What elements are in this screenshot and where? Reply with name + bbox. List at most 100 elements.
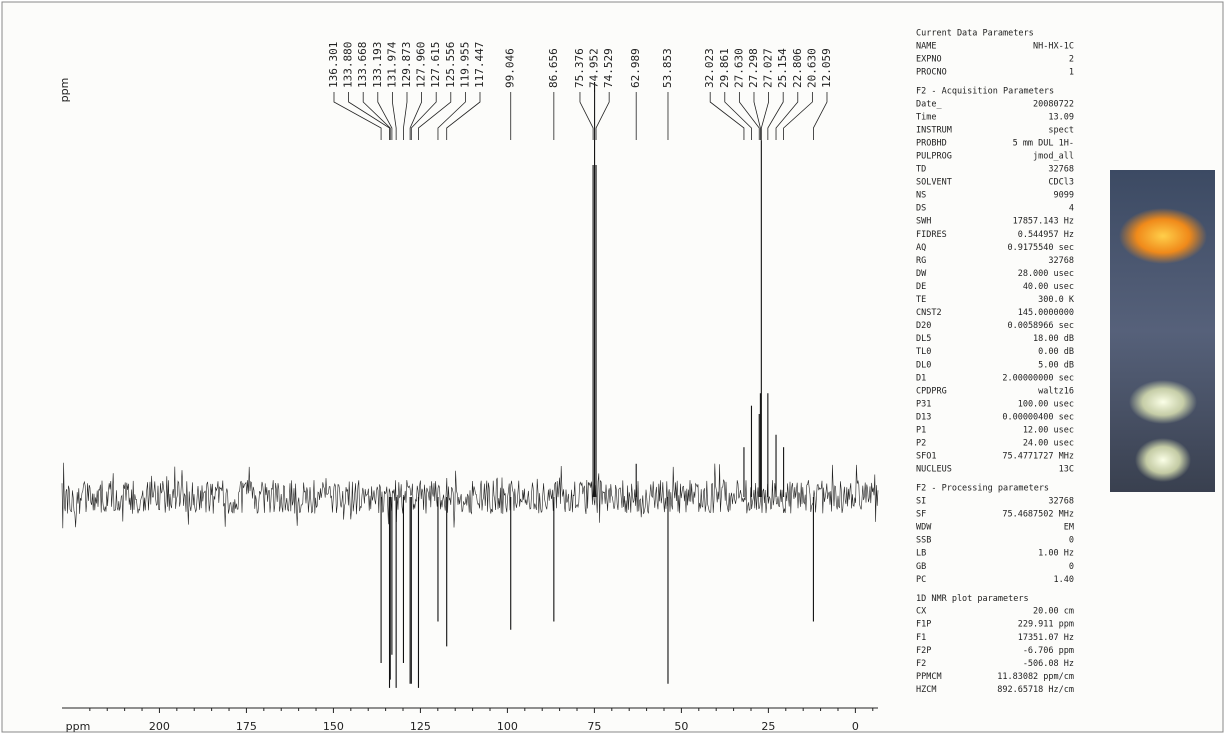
param-name: SFO1: [916, 452, 936, 462]
param-section-title: F2 - Acquisition Parameters: [916, 86, 1054, 96]
param-name: F1: [916, 633, 926, 643]
param-value: 2: [1069, 54, 1074, 64]
peak-label: 20.630: [805, 48, 818, 88]
peak-label: 27.298: [747, 48, 760, 88]
peak-label: 133.668: [356, 42, 369, 88]
x-tick-label: 75: [587, 720, 601, 733]
param-name: D1: [916, 373, 926, 383]
param-value: 0.0058966 sec: [1007, 321, 1074, 331]
param-value: 32768: [1048, 497, 1074, 507]
param-name: DL0: [916, 360, 931, 370]
param-value: 75.4771727 MHz: [1002, 452, 1074, 462]
param-name: SF: [916, 510, 926, 520]
param-value: NH-HX-1C: [1033, 41, 1074, 51]
param-value: 892.65718 Hz/cm: [997, 685, 1074, 695]
tlc-plate: [1110, 170, 1215, 492]
param-name: PPMCM: [916, 672, 942, 682]
param-name: Time: [916, 112, 936, 122]
peak-label: 12.059: [820, 48, 833, 88]
peak-label: 27.630: [732, 48, 745, 88]
param-value: spect: [1048, 125, 1074, 135]
param-value: 5 mm DUL 1H-: [1013, 138, 1074, 148]
param-value: 0.00000400 sec: [1002, 412, 1074, 422]
peak-label: 119.955: [458, 42, 471, 88]
param-name: TE: [916, 295, 926, 305]
peak-label: 86.656: [547, 48, 560, 88]
param-name: GB: [916, 562, 926, 572]
param-value: 20.00 cm: [1033, 607, 1074, 617]
x-tick-label: 175: [236, 720, 257, 733]
param-value: 1.40: [1054, 575, 1074, 585]
param-value: 17857.143 Hz: [1013, 217, 1074, 227]
param-name: SOLVENT: [916, 178, 952, 188]
peak-label: 75.376: [573, 48, 586, 88]
param-value: 12.00 usec: [1023, 426, 1074, 436]
x-tick-label: 50: [674, 720, 688, 733]
param-value: 0: [1069, 562, 1074, 572]
param-value: 0: [1069, 536, 1074, 546]
param-value: 0.00 dB: [1038, 347, 1074, 357]
peak-label: 133.193: [371, 42, 384, 88]
param-value: EM: [1064, 523, 1074, 533]
param-name: DL5: [916, 334, 931, 344]
peak-label: 117.447: [473, 42, 486, 88]
param-value: 32768: [1048, 256, 1074, 266]
param-name: INSTRUM: [916, 125, 952, 135]
x-tick-label: 200: [149, 720, 170, 733]
x-tick-label: 0: [852, 720, 859, 733]
peak-label: 53.853: [661, 48, 674, 88]
param-value: 18.00 dB: [1033, 334, 1074, 344]
param-name: CNST2: [916, 308, 942, 318]
param-value: 17351.07 Hz: [1018, 633, 1074, 643]
peak-label: 127.960: [415, 42, 428, 88]
param-name: NS: [916, 191, 926, 201]
param-value: 24.00 usec: [1023, 439, 1074, 449]
param-name: DS: [916, 204, 926, 214]
param-name: LB: [916, 549, 926, 559]
param-value: 1.00 Hz: [1038, 549, 1074, 559]
param-value: 11.83082 ppm/cm: [997, 672, 1074, 682]
param-name: PULPROG: [916, 151, 952, 161]
peak-label: 129.873: [400, 42, 413, 88]
x-tick-label: 150: [323, 720, 344, 733]
param-value: waltz16: [1038, 386, 1074, 396]
param-value: 1: [1069, 67, 1074, 77]
param-name: SSB: [916, 536, 931, 546]
param-value: 28.000 usec: [1018, 269, 1074, 279]
peak-label: 136.301: [327, 42, 340, 88]
param-name: HZCM: [916, 685, 936, 695]
param-name: F2P: [916, 646, 931, 656]
param-name: RG: [916, 256, 926, 266]
param-value: 0.544957 Hz: [1018, 230, 1074, 240]
peak-label: 22.806: [791, 48, 804, 88]
page: 2001751501251007550250ppmppm136.301133.8…: [0, 0, 1225, 734]
param-section-title: F2 - Processing parameters: [916, 484, 1049, 494]
param-value: 40.00 usec: [1023, 282, 1074, 292]
peak-label: 74.529: [602, 48, 615, 88]
param-value: -6.706 ppm: [1023, 646, 1074, 656]
param-value: CDCl3: [1048, 178, 1074, 188]
param-value: 145.0000000: [1018, 308, 1074, 318]
x-axis-label: ppm: [66, 720, 91, 733]
param-value: jmod_all: [1033, 151, 1074, 161]
param-value: 13C: [1059, 465, 1074, 475]
param-name: PROCNO: [916, 67, 947, 77]
param-name: CPDPRG: [916, 386, 947, 396]
param-name: SWH: [916, 217, 931, 227]
param-name: TL0: [916, 347, 931, 357]
param-name: EXPNO: [916, 54, 942, 64]
param-name: SI: [916, 497, 926, 507]
y-axis-label: ppm: [58, 78, 71, 103]
param-name: NAME: [916, 41, 936, 51]
param-name: PC: [916, 575, 926, 585]
peak-label: 25.154: [776, 48, 789, 88]
param-value: 300.0 K: [1038, 295, 1075, 305]
param-section-title: 1D NMR plot parameters: [916, 594, 1029, 604]
peak-label: 74.952: [588, 48, 601, 88]
peak-label: 133.880: [342, 42, 355, 88]
param-name: WDW: [916, 523, 932, 533]
param-name: DE: [916, 282, 926, 292]
param-value: 0.9175540 sec: [1007, 243, 1074, 253]
peak-label: 125.556: [444, 42, 457, 88]
param-value: 32768: [1048, 165, 1074, 175]
